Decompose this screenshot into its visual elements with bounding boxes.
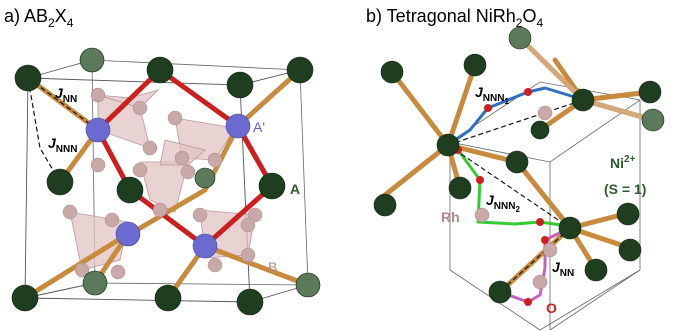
a-atom	[286, 56, 314, 84]
ni-atom	[638, 80, 662, 104]
ni-atom	[571, 88, 595, 112]
ni-atom	[488, 280, 512, 304]
ni-o-bonds-faded	[517, 35, 656, 123]
a-atom	[226, 71, 254, 99]
rh-atoms	[474, 105, 558, 290]
a-atom-faded	[79, 47, 105, 73]
ni-atom	[380, 60, 404, 84]
rh-atom	[542, 242, 558, 258]
ni-atom	[448, 176, 472, 200]
ni-atom	[436, 133, 460, 157]
b-site-atoms	[85, 113, 251, 259]
ni-atom	[618, 238, 642, 262]
a-atom	[258, 172, 286, 200]
b-atom	[85, 117, 111, 143]
a-atom	[14, 64, 42, 92]
a-atom-faded	[295, 272, 321, 298]
panel-a: a) AB2X4 JNN JNNN A' A B	[4, 6, 321, 316]
a-atom	[116, 176, 144, 204]
o-atom	[476, 176, 484, 184]
label-jnn-b: JNN	[552, 259, 574, 279]
label-jnn-a: JNN	[55, 85, 77, 105]
rh-atom	[474, 207, 490, 223]
o-atom	[524, 298, 532, 306]
a-atom	[46, 168, 74, 196]
exchange-paths-b	[447, 99, 584, 293]
o-atoms	[454, 88, 549, 306]
label-rh: Rh	[441, 209, 460, 225]
a-atom	[11, 284, 39, 312]
rh-atom	[537, 105, 553, 121]
o-atom	[484, 104, 492, 112]
a-atom	[236, 288, 264, 316]
a-atom-faded	[82, 270, 108, 296]
rh-atom	[532, 274, 548, 290]
label-jnnn-a: JNNN	[48, 135, 77, 155]
label-b: B	[268, 259, 277, 275]
b-atom	[192, 233, 218, 259]
label-a-prime: A'	[253, 119, 265, 135]
o-atom	[524, 88, 532, 96]
ni-atom	[558, 216, 582, 240]
label-jnnn2: JNNN2	[486, 192, 520, 214]
a-atom	[146, 56, 174, 84]
label-a: A	[290, 181, 300, 197]
ni-atoms	[373, 26, 665, 304]
ni-atom	[373, 193, 397, 217]
label-ni: Ni2+	[610, 154, 636, 171]
ni-atom-faded	[508, 26, 532, 50]
a-atom	[154, 284, 182, 312]
panel-a-title: a) AB2X4	[4, 6, 74, 30]
a-atom-faded	[194, 167, 216, 189]
x-atoms	[62, 87, 263, 280]
a-site-atoms	[11, 47, 321, 316]
ni-atom	[584, 258, 608, 282]
ni-atom	[616, 202, 640, 226]
ni-atom	[505, 150, 529, 174]
panel-b-title: b) Tetragonal NiRh2O4	[366, 6, 543, 30]
o-atom	[541, 236, 549, 244]
ni-atom	[463, 53, 487, 77]
panel-b: b) Tetragonal NiRh2O4 JNNN1 JNNN2 JNN Rh…	[366, 6, 665, 331]
label-jnnn1: JNNN1	[475, 84, 509, 106]
label-spin: (S = 1)	[604, 181, 646, 197]
exchange-paths-a	[27, 77, 99, 183]
o-atom	[536, 218, 544, 226]
ni-atom	[530, 120, 550, 140]
b-atom	[115, 221, 141, 247]
ni-atom-faded	[641, 108, 665, 132]
b-atom	[225, 113, 251, 139]
label-o: O	[546, 300, 557, 316]
